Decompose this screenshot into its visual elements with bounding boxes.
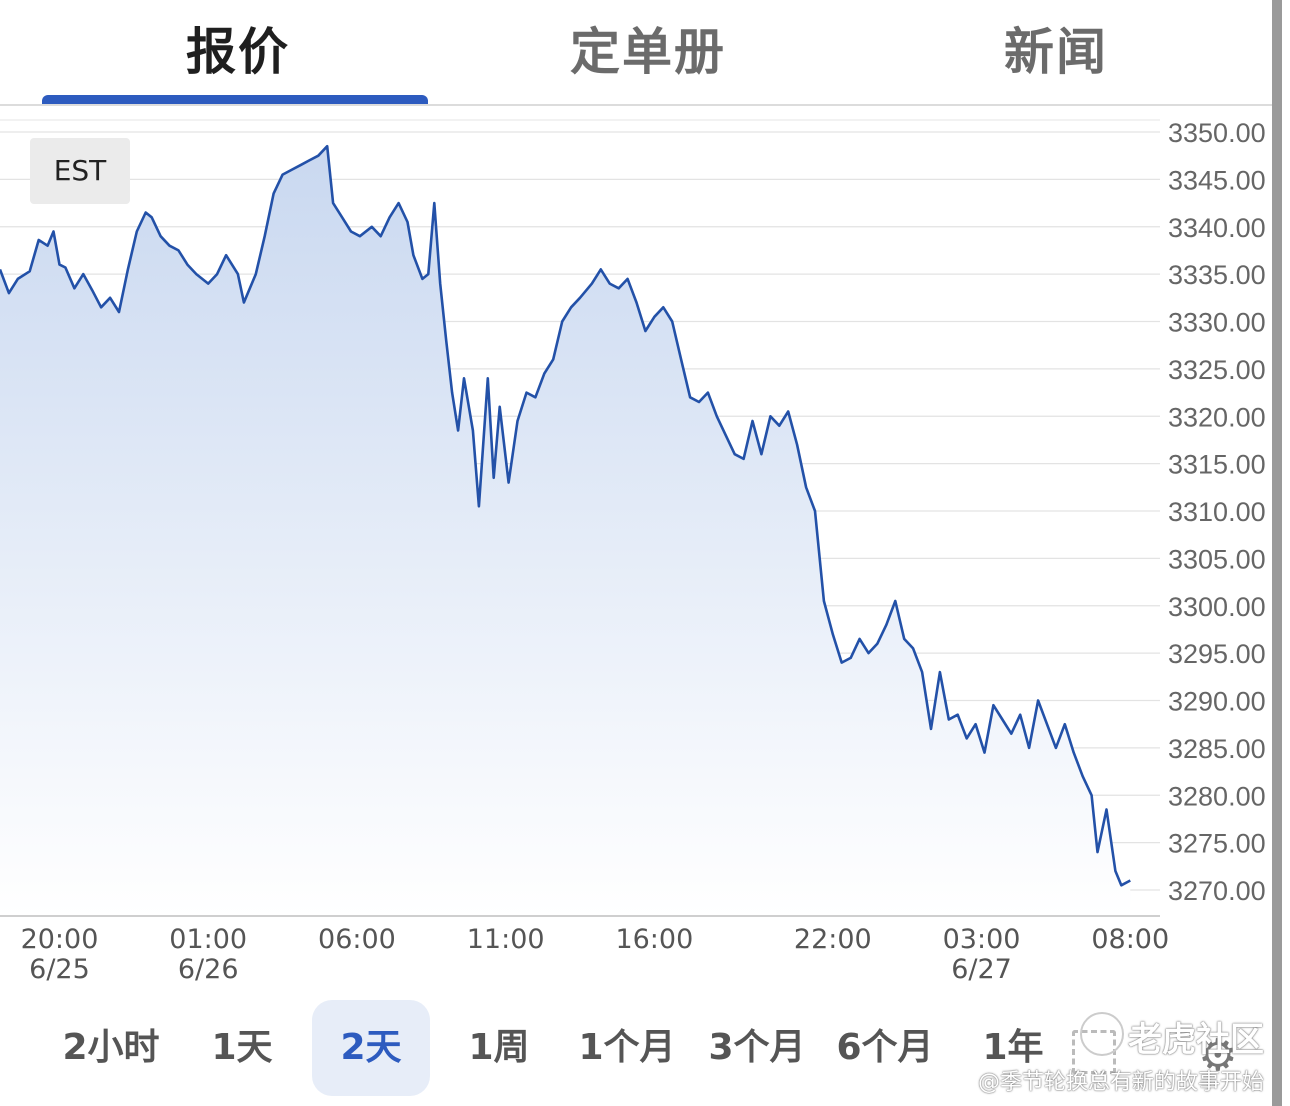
range-1y-button[interactable]: 1年 xyxy=(982,1027,1044,1068)
x-tick-date: 6/27 xyxy=(951,954,1012,985)
y-tick-label: 3325.00 xyxy=(1168,355,1266,385)
y-tick-label: 3330.00 xyxy=(1168,308,1266,338)
watermark-logo-icon xyxy=(1080,1012,1124,1056)
active-tab-indicator xyxy=(42,95,428,105)
range-1m-button[interactable]: 1个月 xyxy=(578,1027,676,1068)
range-2h-button[interactable]: 2小时 xyxy=(62,1027,160,1068)
range-1d-button[interactable]: 1天 xyxy=(211,1027,273,1068)
y-tick-label: 3270.00 xyxy=(1168,876,1266,906)
range-6m-button[interactable]: 6个月 xyxy=(836,1027,934,1068)
tab-quote[interactable]: 报价 xyxy=(186,23,290,81)
y-tick-label: 3305.00 xyxy=(1168,544,1266,574)
x-tick-time: 03:00 xyxy=(943,924,1021,955)
timezone-badge[interactable]: EST xyxy=(30,138,130,204)
y-axis: 3350.00 3345.00 3340.00 3335.00 3330.00 3325.… xyxy=(1168,118,1266,906)
tab-divider xyxy=(0,104,1272,106)
x-tick-time: 20:00 xyxy=(21,924,99,955)
price-area-fill xyxy=(0,146,1131,916)
range-3m-button[interactable]: 3个月 xyxy=(708,1027,806,1068)
chart-area xyxy=(0,144,1131,916)
y-tick-label: 3315.00 xyxy=(1168,450,1266,480)
price-line xyxy=(0,144,1131,887)
y-tick-label: 3345.00 xyxy=(1168,165,1266,195)
x-tick-time: 08:00 xyxy=(1091,924,1169,955)
y-tick-label: 3335.00 xyxy=(1168,260,1266,290)
scrollbar[interactable] xyxy=(1272,0,1282,1106)
x-tick-time: 16:00 xyxy=(615,924,693,955)
range-2d-button[interactable]: 2天 xyxy=(312,1000,430,1096)
watermark-title: 老虎社区 xyxy=(1128,1020,1264,1060)
range-selector: 2小时 1天 2天 1周 1个月 3个月 6个月 1年 xyxy=(0,1000,1272,1100)
x-tick-time: 01:00 xyxy=(169,924,247,955)
price-chart[interactable]: 3350.00 3345.00 3340.00 3335.00 3330.00 3325.… xyxy=(0,110,1272,990)
tab-bar: 报价 定单册 新闻 xyxy=(0,0,1272,106)
gear-icon[interactable]: ⚙ xyxy=(1198,1030,1238,1081)
y-tick-label: 3320.00 xyxy=(1168,402,1266,432)
y-tick-label: 3350.00 xyxy=(1168,118,1266,148)
y-tick-label: 3290.00 xyxy=(1168,687,1266,717)
y-tick-label: 3275.00 xyxy=(1168,829,1266,859)
x-axis: 20:006/25 01:006/26 06:00 11:00 16:00 22:00 03… xyxy=(0,915,1169,985)
tab-news[interactable]: 新闻 xyxy=(1004,23,1108,81)
range-1w-button[interactable]: 1周 xyxy=(468,1027,530,1068)
x-tick-date: 6/25 xyxy=(29,954,90,985)
y-tick-label: 3340.00 xyxy=(1168,213,1266,243)
x-tick-date: 6/26 xyxy=(178,954,239,985)
x-tick-time: 22:00 xyxy=(794,924,872,955)
y-tick-label: 3295.00 xyxy=(1168,639,1266,669)
y-tick-label: 3285.00 xyxy=(1168,734,1266,764)
x-tick-time: 11:00 xyxy=(467,924,545,955)
tab-order-book[interactable]: 定单册 xyxy=(570,23,726,81)
watermark-author: @季节轮换总有新的故事开始 xyxy=(977,1070,1264,1095)
y-tick-label: 3310.00 xyxy=(1168,497,1266,527)
y-tick-label: 3280.00 xyxy=(1168,781,1266,811)
x-tick-time: 06:00 xyxy=(318,924,396,955)
y-tick-label: 3300.00 xyxy=(1168,592,1266,622)
